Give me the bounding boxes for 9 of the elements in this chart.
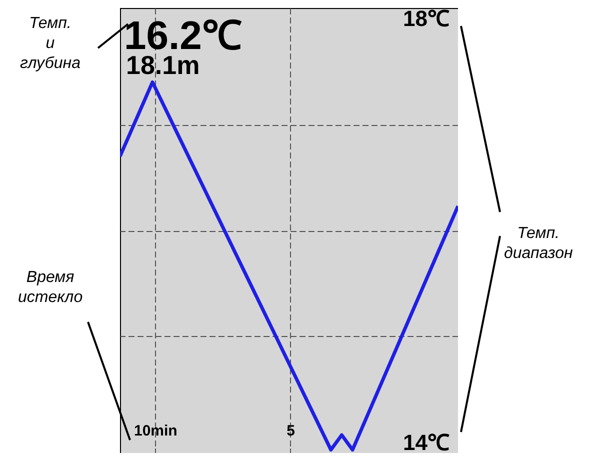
x-tick-label: 10min — [134, 422, 178, 440]
text: Темп. диапазон — [504, 224, 573, 264]
text: Время истекло — [18, 268, 83, 308]
x-tick-label: 5 — [286, 422, 296, 440]
annotation: 18.1m — [126, 50, 200, 81]
text: Темп. и глубина — [20, 14, 81, 74]
y-tick-label: 14℃ — [403, 430, 450, 455]
y-tick-label: 18℃ — [403, 6, 450, 32]
line-series — [120, 80, 458, 452]
